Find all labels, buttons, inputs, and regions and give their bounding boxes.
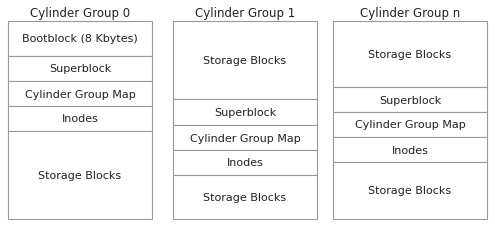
Text: Inodes: Inodes [392,145,429,155]
Bar [8,22,152,57]
Bar [173,22,317,100]
Text: Superblock: Superblock [379,95,441,105]
Text: Storage Blocks: Storage Blocks [39,170,122,180]
Bar [333,162,487,219]
Text: Cylinder Group Map: Cylinder Group Map [190,133,300,143]
Text: Inodes: Inodes [227,158,263,168]
Bar [173,150,317,175]
Text: Superblock: Superblock [49,64,111,74]
Bar [333,88,487,112]
Text: Inodes: Inodes [61,114,99,124]
Bar [173,125,317,150]
Bar [8,106,152,131]
Text: Cylinder Group Map: Cylinder Group Map [354,120,465,130]
Text: Storage Blocks: Storage Blocks [203,56,287,66]
Text: Cylinder Group 0: Cylinder Group 0 [30,7,130,20]
Text: Bootblock (8 Kbytes): Bootblock (8 Kbytes) [22,34,138,44]
Bar [333,22,487,88]
Bar [333,137,487,162]
Text: Cylinder Group Map: Cylinder Group Map [25,89,135,99]
Text: Superblock: Superblock [214,108,276,118]
Bar [8,57,152,82]
Bar [173,175,317,219]
Text: Cylinder Group 1: Cylinder Group 1 [195,7,295,20]
Bar [173,100,317,125]
Text: Storage Blocks: Storage Blocks [368,186,451,196]
Bar [333,112,487,137]
Bar [8,131,152,219]
Text: Storage Blocks: Storage Blocks [203,192,287,202]
Text: Storage Blocks: Storage Blocks [368,50,451,60]
Bar [8,82,152,106]
Text: Cylinder Group n: Cylinder Group n [360,7,460,20]
